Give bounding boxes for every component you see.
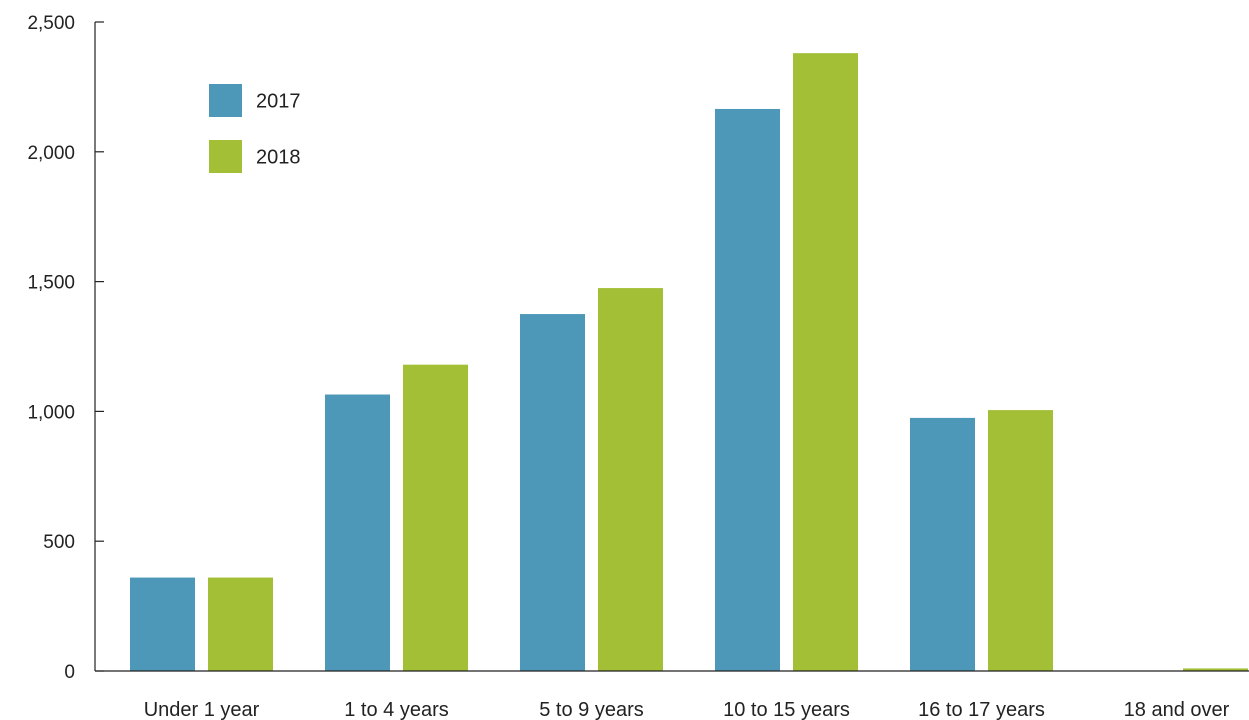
x-category-label: 10 to 15 years [723,699,850,720]
x-category-label: 16 to 17 years [918,699,1045,720]
bar-2018-0 [208,577,273,671]
bar-2018-3 [793,53,858,672]
bar-2018-5 [1183,668,1248,671]
bar-2018-1 [403,364,468,671]
bar-2017-0 [130,577,195,671]
y-tick-label: 1,500 [27,273,75,294]
y-axis: 0 500 1,000 1,500 2,000 2,500 [27,13,104,683]
bar-2018-4 [988,410,1053,671]
y-tick-label: 500 [43,532,75,553]
legend-swatch-2018 [209,140,242,173]
bar-2018-2 [598,288,663,671]
bar-2017-1 [325,394,390,671]
y-tick-label: 2,000 [27,143,75,164]
y-tick-label: 0 [64,662,75,683]
bar-2017-4 [910,417,975,671]
y-tick-label: 2,500 [27,13,75,34]
y-tick-label: 1,000 [27,402,75,423]
bars [130,53,1248,672]
legend-label: 2017 [256,91,301,113]
x-category-label: 1 to 4 years [344,699,449,720]
bar-2017-3 [715,108,780,671]
x-category-label: 18 and over [1124,699,1230,720]
x-category-label: 5 to 9 years [539,699,644,720]
x-axis: Under 1 year 1 to 4 years 5 to 9 years 10 t… [95,670,1249,720]
legend-label: 2018 [256,147,301,169]
legend: 2017 2018 [209,84,301,173]
x-category-label: Under 1 year [144,699,260,720]
bar-2017-2 [520,314,585,671]
legend-swatch-2017 [209,84,242,117]
